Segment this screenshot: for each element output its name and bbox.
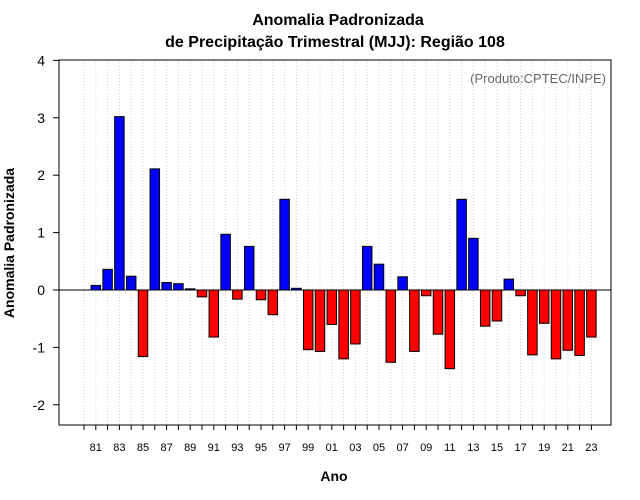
bar-03 xyxy=(350,289,361,345)
bar-13 xyxy=(468,237,479,291)
x-tick-label: 97 xyxy=(278,442,290,454)
y-tick-label: 0 xyxy=(37,282,45,298)
bar-88 xyxy=(173,283,184,291)
bar-84 xyxy=(125,275,137,291)
bar-81 xyxy=(90,284,102,291)
y-tick-label: 2 xyxy=(37,167,45,183)
bar-12 xyxy=(456,198,467,291)
bar-10 xyxy=(432,289,444,335)
x-tick-label: 19 xyxy=(538,442,550,454)
bar-97 xyxy=(279,198,290,291)
y-tick-label: -1 xyxy=(33,339,46,355)
bar-08 xyxy=(409,289,420,352)
x-tick-label: 01 xyxy=(326,442,338,454)
bar-93 xyxy=(232,289,243,300)
bar-89 xyxy=(184,288,196,291)
bar-92 xyxy=(220,233,231,291)
x-axis-label: Ano xyxy=(320,468,347,484)
bar-07 xyxy=(397,276,408,291)
bar-87 xyxy=(161,282,172,291)
bar-05 xyxy=(373,263,385,291)
bar-91 xyxy=(208,289,220,338)
bars-group xyxy=(90,116,597,370)
y-tick-label: -2 xyxy=(33,397,46,413)
chart-title-line1: Anomalia Padronizada xyxy=(252,12,424,29)
x-tick-label: 09 xyxy=(420,442,432,454)
x-tick-label: 21 xyxy=(562,442,574,454)
bar-82 xyxy=(102,268,113,291)
bar-00 xyxy=(314,289,326,352)
bar-18 xyxy=(527,289,538,356)
bar-83 xyxy=(114,116,125,291)
x-tick-label: 23 xyxy=(585,442,597,454)
bar-85 xyxy=(137,289,149,358)
credit-text: (Produto:CPTEC/INPE) xyxy=(470,71,606,86)
bar-90 xyxy=(196,289,208,298)
x-tick-label: 17 xyxy=(514,442,526,454)
bar-19 xyxy=(538,289,550,324)
bar-09 xyxy=(420,289,432,297)
y-tick-label: 4 xyxy=(37,52,45,68)
x-tick-label: 91 xyxy=(208,442,220,454)
chart-title-line2: de Precipitação Trimestral (MJJ): Região… xyxy=(165,34,505,51)
bar-16 xyxy=(503,278,515,291)
x-tick-label: 99 xyxy=(302,442,314,454)
x-tick-label: 03 xyxy=(349,442,361,454)
bar-21 xyxy=(562,289,574,351)
x-tick-label: 95 xyxy=(255,442,267,454)
bar-94 xyxy=(243,245,255,291)
bar-99 xyxy=(302,289,314,351)
y-axis-label: Anomalia Padronizada xyxy=(1,168,17,318)
bar-14 xyxy=(479,289,491,327)
bar-15 xyxy=(491,289,503,322)
bar-86 xyxy=(149,168,161,291)
plot-frame xyxy=(58,59,612,426)
x-tick-label: 93 xyxy=(231,442,243,454)
bar-17 xyxy=(515,289,526,297)
bar-02 xyxy=(338,289,349,360)
bar-96 xyxy=(267,289,279,316)
x-tick-label: 13 xyxy=(467,442,479,454)
grid-lines xyxy=(59,60,611,425)
x-tick-label: 15 xyxy=(491,442,503,454)
x-tick-label: 85 xyxy=(137,442,149,454)
bar-06 xyxy=(385,289,397,363)
bar-01 xyxy=(326,289,338,325)
x-tick-label: 89 xyxy=(184,442,196,454)
bar-23 xyxy=(586,289,597,338)
bar-20 xyxy=(550,289,562,360)
x-tick-label: 83 xyxy=(113,442,125,454)
y-tick-label: 3 xyxy=(37,110,45,126)
x-tick-label: 07 xyxy=(396,442,408,454)
x-tick-label: 81 xyxy=(90,442,102,454)
x-tick-label: 05 xyxy=(373,442,385,454)
x-tick-label: 87 xyxy=(160,442,172,454)
bar-11 xyxy=(444,289,456,370)
bar-22 xyxy=(574,289,585,356)
bar-98 xyxy=(291,287,302,291)
bar-95 xyxy=(255,289,267,301)
bar-04 xyxy=(361,245,373,291)
x-tick-label: 11 xyxy=(444,442,455,454)
y-tick-label: 1 xyxy=(37,225,45,241)
